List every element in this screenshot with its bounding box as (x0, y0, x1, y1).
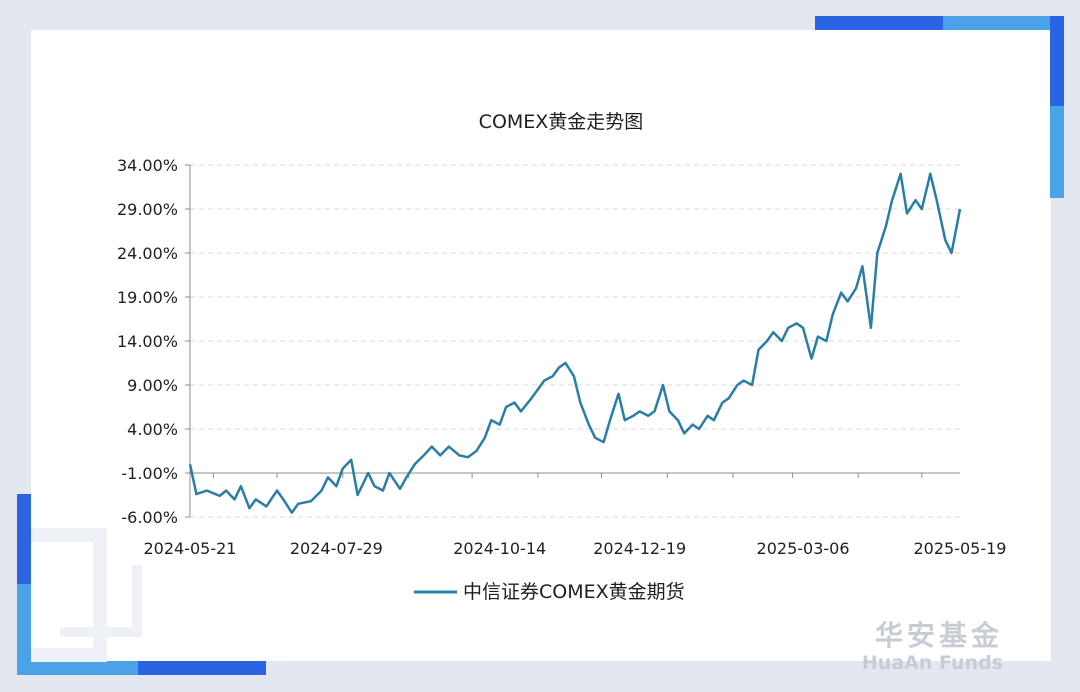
x-tick-label: 2025-05-19 (914, 539, 1007, 558)
brand-logo: 华安基金 HuaAn Funds (861, 619, 1003, 675)
x-tick-label: 2024-12-19 (593, 539, 686, 558)
chart-card: COMEX黄金走势图 34.00% 29.00% 24.00% 19.00% 14.00… (31, 30, 1051, 674)
decor-square-inner (60, 565, 142, 637)
y-tick-label: -1.00% (121, 464, 178, 483)
x-axis: 2024-05-21 2024-07-29 2024-10-14 2024-12-19… (144, 472, 1007, 558)
legend: 中信证券COMEX黄金期货 (414, 581, 685, 603)
accent-bar-left-dark (17, 494, 31, 584)
grid-lines (190, 164, 960, 518)
accent-bar-left-light (17, 584, 31, 675)
y-tick-label: 9.00% (127, 376, 178, 395)
chart: COMEX黄金走势图 34.00% 29.00% 24.00% 19.00% 14.00… (117, 111, 1007, 603)
x-tick-label: 2025-03-06 (757, 539, 850, 558)
y-tick-label: 24.00% (117, 244, 178, 263)
accent-bar-top-dark (815, 16, 943, 30)
plot-area (188, 172, 962, 514)
accent-bar-right-dark (1050, 16, 1064, 106)
series-line (188, 172, 962, 514)
x-tick-label: 2024-10-14 (453, 539, 546, 558)
accent-bar-right-light (1050, 106, 1064, 198)
accent-bar-top-light (943, 16, 1050, 30)
x-tick-label: 2024-07-29 (290, 539, 383, 558)
y-tick-label: 34.00% (117, 156, 178, 175)
legend-label: 中信证券COMEX黄金期货 (463, 581, 685, 603)
brand-name-en: HuaAn Funds (861, 652, 1003, 674)
y-tick-label: 29.00% (117, 200, 178, 219)
y-axis: 34.00% 29.00% 24.00% 19.00% 14.00% 9.00% 4.00%… (117, 156, 191, 527)
brand-name-cn: 华安基金 (874, 619, 1003, 652)
y-tick-label: 4.00% (127, 420, 178, 439)
accent-bar-bottom-light (31, 661, 138, 675)
y-tick-label: 19.00% (117, 288, 178, 307)
x-tick-label: 2024-05-21 (144, 539, 237, 558)
y-tick-label: 14.00% (117, 332, 178, 351)
accent-bar-bottom-dark (138, 661, 266, 675)
chart-title: COMEX黄金走势图 (479, 111, 644, 133)
y-tick-label: -6.00% (121, 508, 178, 527)
